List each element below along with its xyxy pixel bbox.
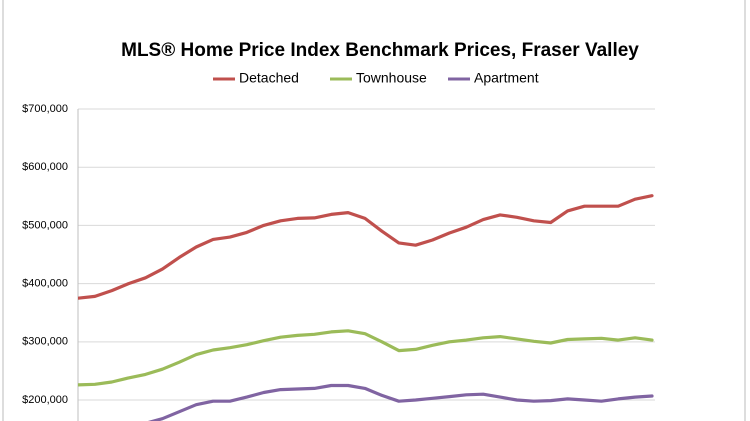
y-tick-label: $400,000 xyxy=(22,278,68,290)
y-tick-label: $300,000 xyxy=(22,336,68,348)
series-line xyxy=(78,194,654,300)
plot-area xyxy=(78,194,654,421)
y-tick-label: $500,000 xyxy=(22,219,68,231)
legend-label: Townhouse xyxy=(356,70,427,86)
chart-title: MLS® Home Price Index Benchmark Prices, … xyxy=(121,40,639,61)
y-tick-label: $600,000 xyxy=(22,161,68,173)
legend-label: Detached xyxy=(239,70,299,86)
y-tick-label: $200,000 xyxy=(22,394,68,406)
series-line xyxy=(78,329,654,387)
series-line xyxy=(147,383,654,421)
legend: Detached Townhouse Apartment xyxy=(213,70,539,86)
y-tick-label: $700,000 xyxy=(22,103,68,115)
legend-label: Apartment xyxy=(474,70,539,86)
grid: $200,000 $300,000 $400,000 $500,000 $600,000… xyxy=(22,103,655,421)
